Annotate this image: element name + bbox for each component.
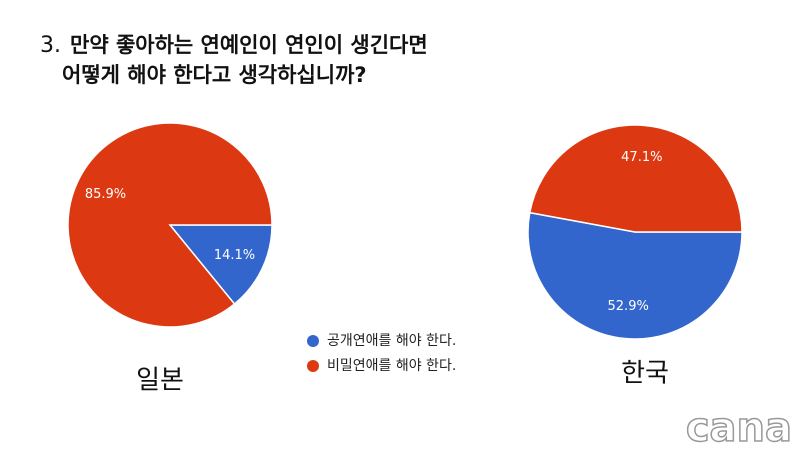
slice-label: 47.1%	[621, 150, 662, 165]
pie-slice	[527, 211, 743, 340]
legend-marker	[307, 335, 319, 347]
question-line: 만약 좋아하는 연예인이 연인이 생긴다면	[70, 33, 428, 57]
slice-label: 52.9%	[608, 299, 649, 314]
slice-label: 14.1%	[214, 248, 255, 263]
slice-label: 85.9%	[85, 187, 126, 202]
pie-slice	[168, 224, 273, 306]
pie-label: 한국	[621, 359, 669, 389]
question-number: 3.	[40, 33, 61, 58]
legend-label: 비밀연애를 해야 한다.	[327, 358, 456, 374]
pie-slice	[67, 122, 273, 328]
watermark: cana	[686, 405, 792, 450]
question-line: 어떻게 해야 한다고 생각하십니까?	[62, 63, 367, 87]
pie-slice	[528, 124, 743, 233]
legend-marker	[307, 360, 319, 372]
pie-label: 일본	[136, 366, 184, 396]
legend-label: 공개연애를 해야 한다.	[327, 333, 456, 349]
